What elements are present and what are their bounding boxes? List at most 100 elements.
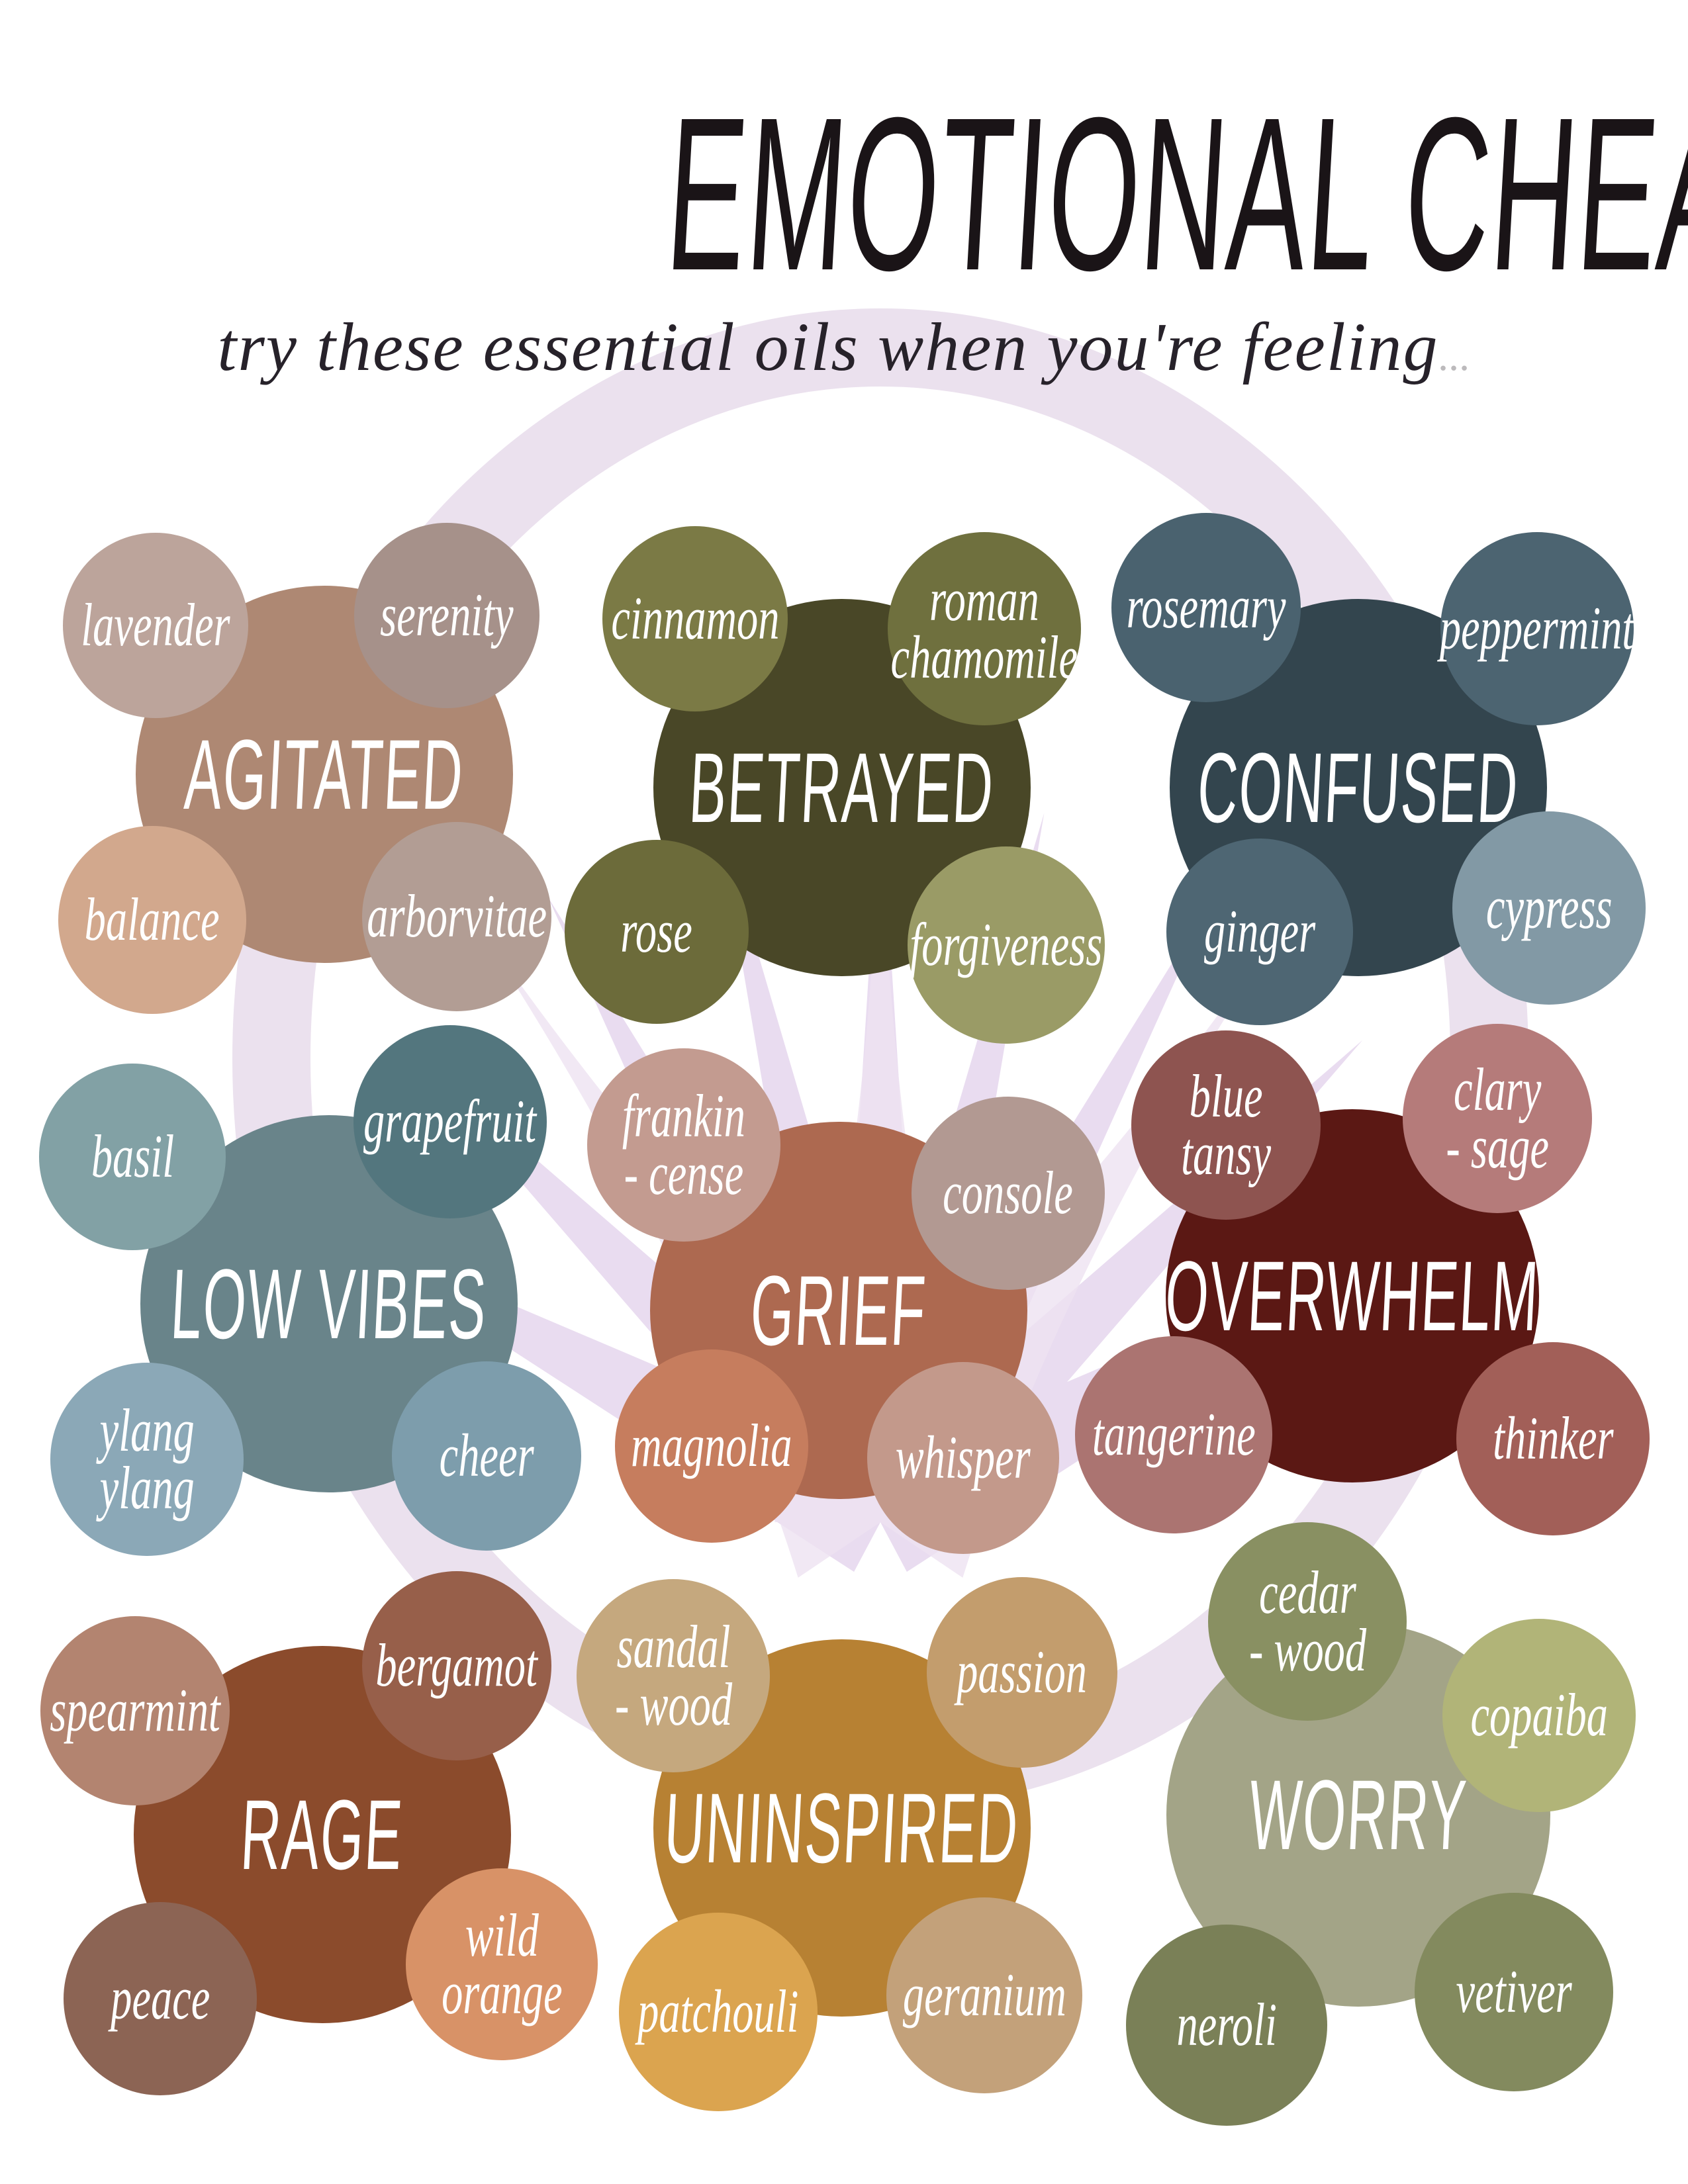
oil-circle-basil: basil <box>39 1064 226 1250</box>
emotion-label: WORRY <box>1246 1759 1470 1870</box>
oil-label: geranium <box>902 1961 1066 2029</box>
oil-circle-peace: peace <box>64 1902 257 2095</box>
oil-label: peace <box>110 1964 211 2032</box>
oil-circle-wild-orange: wild orange <box>406 1868 598 2060</box>
emotion-label: GRIEF <box>748 1255 929 1366</box>
oil-label: blue tansy <box>1181 1062 1271 1187</box>
oil-circle-blue-tansy: blue tansy <box>1131 1030 1321 1220</box>
oil-label: vetiver <box>1456 1958 1572 2026</box>
oil-label-line: ginger <box>1203 897 1316 966</box>
oil-label: roman chamomile <box>891 565 1078 688</box>
oil-circle-cheer: cheer <box>392 1361 581 1551</box>
oil-label: wild orange <box>441 1904 563 2026</box>
oil-circle-spearmint: spearmint <box>40 1616 230 1805</box>
oil-label-line: grapefruit <box>363 1087 537 1156</box>
oil-label: ylang ylang <box>99 1399 195 1522</box>
oil-circle-sandalwood: sandal - wood <box>577 1579 770 1772</box>
oil-label-line: - wood <box>1248 1616 1366 1684</box>
oil-label-line: cypress <box>1485 874 1613 942</box>
oil-label: magnolia <box>631 1412 792 1480</box>
emotion-label: CONFUSED <box>1195 732 1522 843</box>
oil-circle-ginger: ginger <box>1166 839 1353 1025</box>
oil-label: copaiba <box>1470 1684 1607 1745</box>
oil-label: basil <box>91 1122 174 1191</box>
oil-label-line: rosemary <box>1126 573 1286 641</box>
oil-label-line: cedar <box>1258 1558 1356 1626</box>
oil-circle-clary-sage: clary - sage <box>1403 1024 1592 1213</box>
oil-label-line: bergamot <box>375 1631 538 1700</box>
oil-label-line: spearmint <box>50 1676 220 1745</box>
oil-label: passion <box>957 1638 1088 1706</box>
oil-label-line: - sage <box>1446 1113 1549 1181</box>
emotion-label: UNINSPIRED <box>662 1772 1022 1884</box>
emotion-label: LOW VIBES <box>168 1248 490 1359</box>
oil-circle-serenity: serenity <box>354 523 539 708</box>
oil-circle-patchouli: patchouli <box>619 1913 818 2111</box>
oil-label-line: arborvitae <box>367 882 547 950</box>
oil-label-line: peace <box>110 1964 211 2032</box>
oil-label-line: tansy <box>1181 1120 1271 1187</box>
oil-label: patchouli <box>637 1978 799 2046</box>
oil-circle-copaiba: copaiba <box>1442 1619 1636 1812</box>
oil-label: lavender <box>81 591 230 659</box>
oil-circle-grapefruit: grapefruit <box>353 1025 547 1218</box>
oil-label-line: vetiver <box>1456 1958 1572 2026</box>
oil-label-line: console <box>943 1159 1074 1227</box>
oil-circle-cinnamon: cinnamon <box>602 526 788 711</box>
oil-circle-magnolia: magnolia <box>615 1349 808 1543</box>
oil-label-line: clary <box>1453 1055 1542 1123</box>
oil-label: sandal - wood <box>614 1615 731 1735</box>
oil-label: balance <box>85 886 220 954</box>
oil-circle-tangerine: tangerine <box>1075 1336 1272 1533</box>
oil-circle-cedarwood: cedar - wood <box>1208 1522 1407 1721</box>
oil-circle-bergamot: bergamot <box>362 1571 551 1760</box>
oil-circle-lavender: lavender <box>63 533 248 718</box>
oil-label-line: basil <box>91 1122 174 1191</box>
oil-label: peppermint <box>1440 598 1634 659</box>
subtitle-ellipsis: ... <box>1438 332 1471 379</box>
oil-label-line: rose <box>620 897 693 966</box>
emotion-label: BETRAYED <box>686 732 998 843</box>
oil-circle-passion: passion <box>927 1577 1117 1768</box>
oil-label-line: passion <box>957 1638 1088 1706</box>
oil-circle-whisper: whisper <box>867 1362 1059 1554</box>
oil-label: clary - sage <box>1446 1055 1549 1181</box>
oil-label-line: geranium <box>902 1961 1066 2029</box>
oil-label: cedar - wood <box>1248 1558 1366 1684</box>
oil-circle-peppermint: peppermint <box>1440 532 1634 725</box>
oil-label: bergamot <box>375 1631 538 1700</box>
oil-circle-roman-chamomile: roman chamomile <box>888 532 1081 725</box>
oil-label-line: orange <box>441 1959 563 2026</box>
oil-label: ginger <box>1203 897 1316 966</box>
oil-label-line: serenity <box>380 581 514 649</box>
oil-label: spearmint <box>50 1676 220 1745</box>
oil-label-line: tangerine <box>1092 1400 1256 1469</box>
oil-label-line: balance <box>85 886 220 954</box>
oil-label-line: lavender <box>81 591 230 659</box>
oil-label-line: cinnamon <box>611 584 779 653</box>
oil-label: grapefruit <box>363 1087 537 1156</box>
oil-label-line: blue <box>1189 1062 1263 1130</box>
page-subtitle: try these essential oils when you're fee… <box>217 309 1439 385</box>
emotion-label: RAGE <box>238 1779 406 1890</box>
oil-label-line: roman <box>929 565 1039 633</box>
oil-label: thinker <box>1493 1408 1613 1469</box>
oil-circle-geranium: geranium <box>886 1897 1082 2093</box>
oil-circle-cypress: cypress <box>1452 811 1646 1005</box>
oil-label-line: ylang <box>99 1454 195 1522</box>
oil-label: forgiveness <box>910 914 1103 975</box>
oil-label: cheer <box>439 1425 534 1486</box>
oil-label: serenity <box>380 581 514 649</box>
header: EMOTIONAL CHEAT SHEET <box>0 71 1688 316</box>
oil-label-line: patchouli <box>637 1978 799 2046</box>
oil-label: console <box>943 1159 1074 1227</box>
oil-label-line: neroli <box>1176 1991 1277 2059</box>
oil-circle-rosemary: rosemary <box>1111 513 1301 702</box>
emotion-label: OVERWHELM <box>1162 1240 1542 1351</box>
oil-label-line: magnolia <box>631 1412 792 1480</box>
oil-label-line: whisper <box>896 1424 1031 1492</box>
oil-label: cinnamon <box>611 584 779 653</box>
oil-circle-ylang-ylang: ylang ylang <box>50 1363 244 1556</box>
oil-circle-frankincense: frankin - cense <box>587 1048 780 1242</box>
